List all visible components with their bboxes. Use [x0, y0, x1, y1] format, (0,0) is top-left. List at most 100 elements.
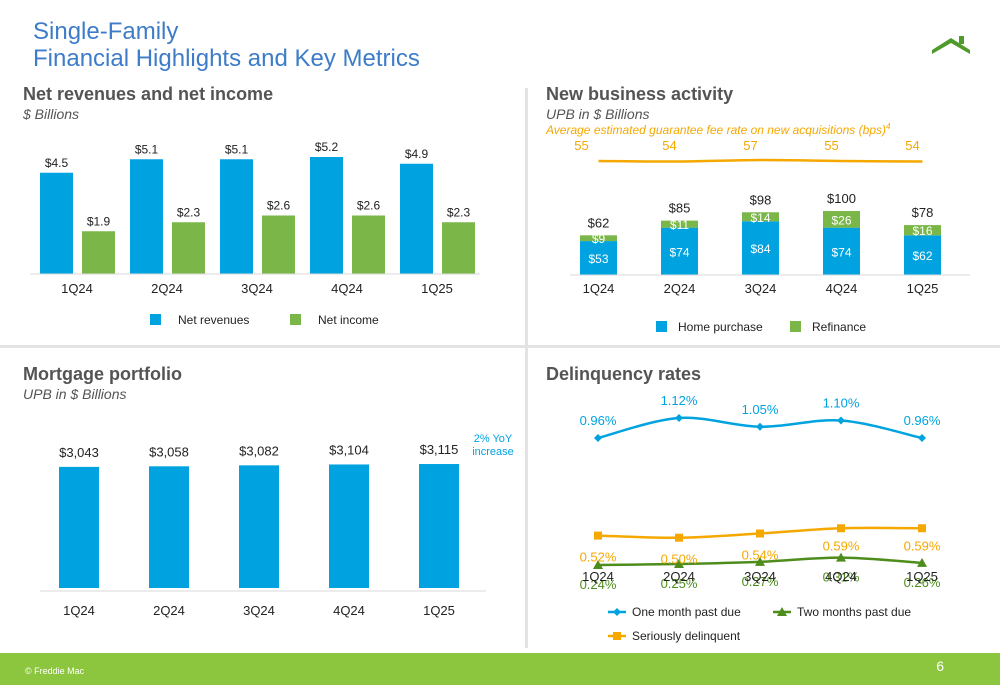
data-label: $3,058 — [149, 444, 189, 459]
page-title-line1: Single-Family — [33, 18, 179, 45]
bar-net-revenues-3Q24 — [220, 159, 253, 274]
bar-portfolio-1Q24 — [59, 466, 99, 588]
x-tick-label: 4Q24 — [331, 281, 363, 296]
x-tick-label: 3Q24 — [744, 569, 776, 584]
data-label: $2.6 — [267, 199, 291, 213]
point-marker — [594, 531, 602, 540]
bar-net-revenues-1Q24 — [40, 172, 73, 274]
point-marker — [594, 434, 602, 442]
bar-net-income-4Q24 — [352, 215, 385, 274]
point-marker — [756, 422, 764, 431]
data-label: 0.96% — [904, 413, 941, 428]
bar-net-revenues-1Q25 — [400, 163, 433, 274]
data-label: $4.9 — [405, 147, 429, 161]
portfolio-chart: $3,043 1Q24 $3,058 2Q24 $3,082 3Q24 $3,104 4Q24… — [40, 442, 486, 618]
total-label: $100 — [827, 191, 856, 206]
footer-bar: © Freddie Mac 6 — [0, 653, 1000, 685]
data-label: 0.26% — [904, 575, 941, 590]
point-marker — [836, 552, 846, 562]
data-label: 0.25% — [661, 576, 698, 591]
point-marker — [675, 533, 683, 542]
delinquency-title: Delinquency rates — [546, 364, 702, 384]
portfolio-title: Mortgage portfolio — [23, 364, 182, 384]
x-tick-label: 1Q24 — [61, 281, 93, 296]
data-label: $5.2 — [315, 140, 339, 154]
total-label: $78 — [912, 205, 934, 220]
bar-home-purchase-4Q24 — [823, 227, 860, 275]
point-marker — [918, 434, 926, 442]
data-label: $3,043 — [59, 445, 99, 460]
bar-refinance-4Q24 — [823, 211, 860, 228]
bar-home-purchase-1Q24 — [580, 241, 617, 275]
data-label: $2.6 — [357, 199, 381, 213]
total-label: $98 — [750, 192, 772, 207]
segment-label: $14 — [750, 211, 770, 225]
point-marker — [675, 414, 683, 422]
segment-label: $74 — [669, 245, 689, 259]
bar-portfolio-2Q24 — [149, 466, 189, 588]
legend-label: Refinance — [812, 320, 866, 334]
segment-label: $84 — [750, 242, 770, 256]
revenues-subtitle: $ Billions — [23, 106, 80, 122]
legend-swatch — [656, 321, 667, 332]
bar-portfolio-3Q24 — [239, 465, 279, 588]
new-business-title: New business activity — [546, 84, 734, 104]
data-label: $3,104 — [329, 442, 369, 457]
new-business-subtitle: UPB in $ Billions — [546, 106, 650, 122]
bar-refinance-2Q24 — [661, 220, 698, 228]
page-title: Single-Family Financial Highlights and K… — [33, 18, 420, 72]
bar-net-revenues-4Q24 — [310, 157, 343, 274]
segment-label: $26 — [831, 213, 851, 227]
x-tick-label: 4Q24 — [825, 569, 857, 584]
legend-label: Seriously delinquent — [632, 629, 741, 643]
data-label: 0.27% — [742, 574, 779, 589]
x-tick-label: 1Q24 — [583, 281, 615, 296]
point-marker — [674, 558, 684, 568]
bar-portfolio-1Q25 — [419, 464, 459, 588]
legend-marker — [777, 607, 787, 616]
fee-rate-label: 54 — [662, 138, 676, 153]
horizontal-divider — [0, 345, 1000, 348]
data-label: 0.54% — [742, 548, 779, 563]
bar-refinance-1Q24 — [580, 235, 617, 242]
bar-net-income-3Q24 — [262, 215, 295, 274]
bar-home-purchase-3Q24 — [742, 221, 779, 275]
bar-net-income-2Q24 — [172, 222, 205, 274]
data-label: 0.50% — [661, 552, 698, 567]
data-label: $5.1 — [135, 142, 159, 156]
point-marker — [756, 529, 764, 538]
legend-marker — [613, 608, 621, 616]
fee-rate-label: 55 — [574, 138, 588, 153]
x-tick-label: 2Q24 — [151, 281, 183, 296]
vertical-divider — [525, 88, 528, 648]
data-label: 0.96% — [580, 413, 617, 428]
fee-rate-label: 55 — [824, 138, 838, 153]
bar-refinance-1Q25 — [904, 225, 941, 236]
legend-label: One month past due — [632, 605, 741, 619]
data-label: 0.52% — [580, 550, 617, 565]
fee-rate-label: 57 — [743, 138, 757, 153]
x-tick-label: 1Q25 — [423, 603, 455, 618]
segment-label: $9 — [592, 232, 606, 246]
x-tick-label: 1Q25 — [906, 569, 938, 584]
data-label: 1.12% — [661, 393, 698, 408]
fee-rate-note: Average estimated guarantee fee rate on … — [546, 122, 890, 137]
data-label: $5.1 — [225, 142, 249, 156]
legend-swatch — [150, 314, 161, 325]
fee-rate-note-text: Average estimated guarantee fee rate on … — [546, 123, 886, 137]
segment-label: $16 — [912, 224, 932, 238]
x-tick-label: 2Q24 — [153, 603, 185, 618]
x-tick-label: 4Q24 — [333, 603, 365, 618]
data-label: 0.59% — [904, 538, 941, 553]
data-label: $2.3 — [447, 205, 471, 219]
legend-marker — [613, 632, 621, 640]
x-tick-label: 1Q24 — [63, 603, 95, 618]
segment-label: $53 — [588, 252, 608, 266]
fee-rate-note-footnote: 4 — [885, 122, 891, 131]
data-label: 1.10% — [823, 396, 860, 411]
segment-label: $62 — [912, 249, 932, 263]
bar-net-income-1Q25 — [442, 222, 475, 274]
page-number: 6 — [936, 658, 944, 674]
data-label: 0.59% — [823, 538, 860, 553]
x-tick-label: 2Q24 — [663, 569, 695, 584]
